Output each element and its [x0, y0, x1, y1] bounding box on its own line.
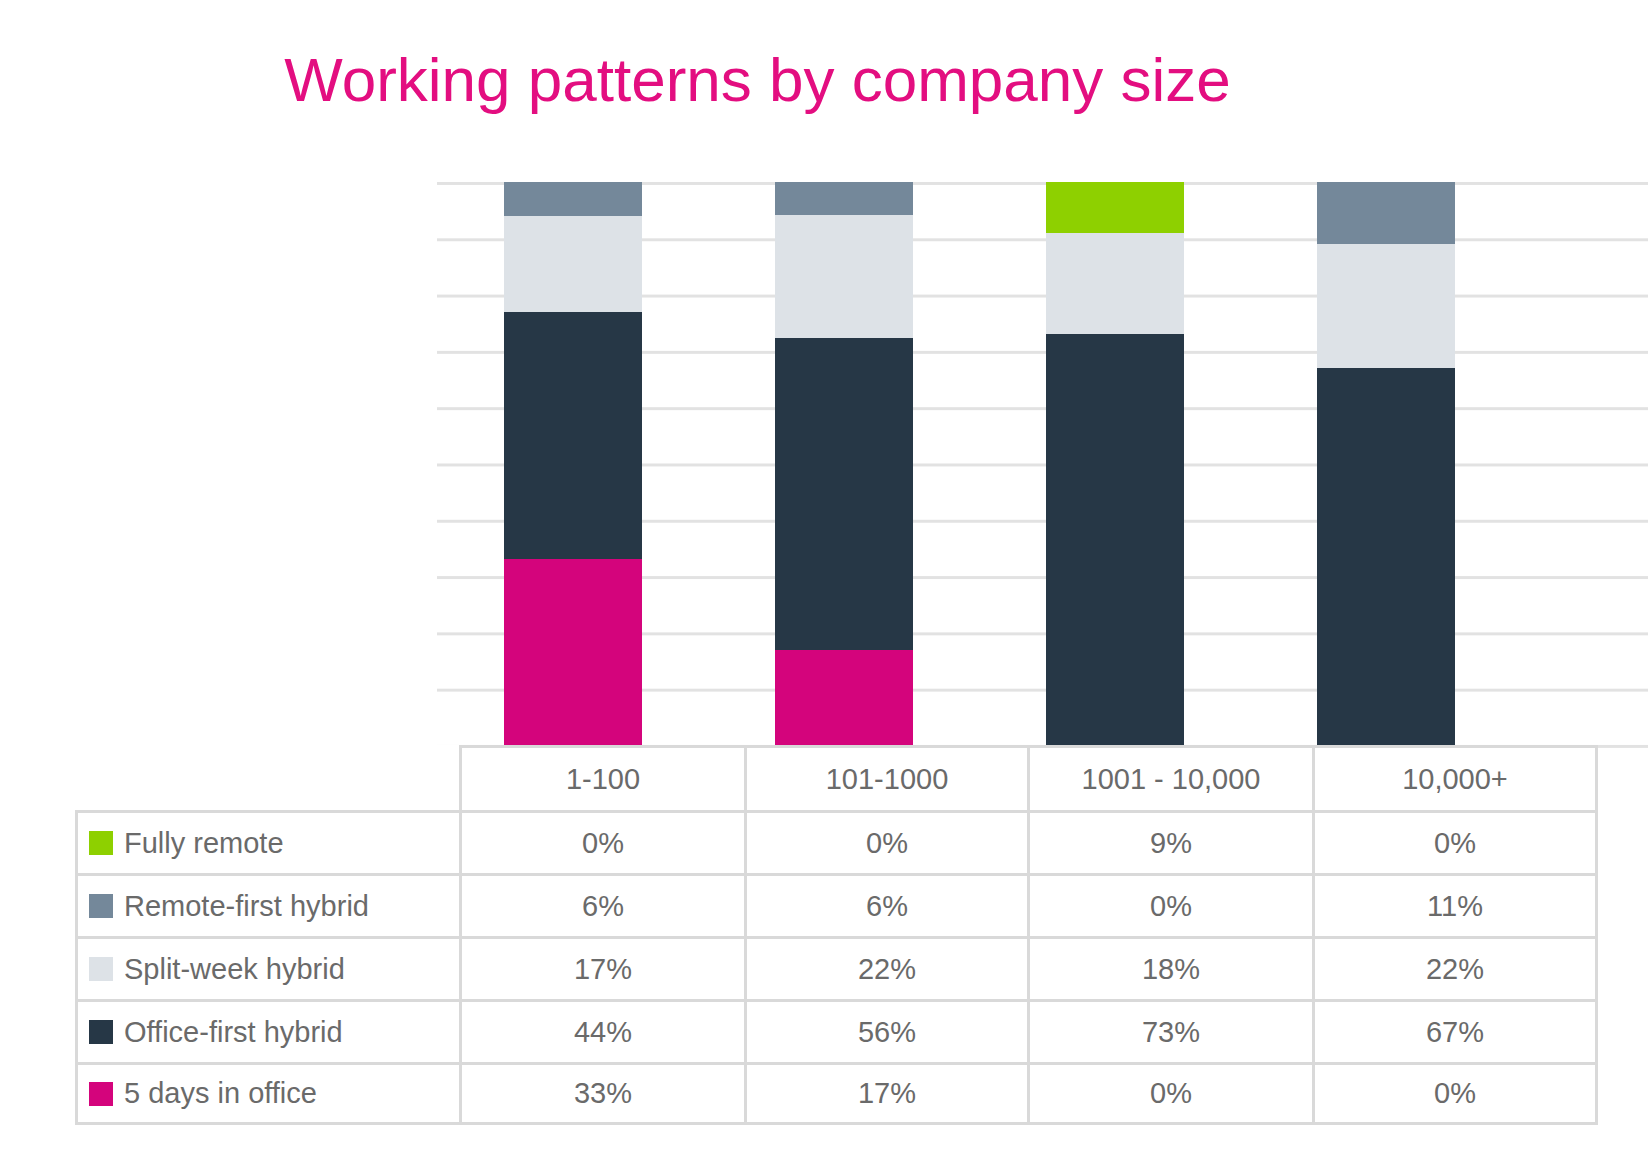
legend-label: Remote-first hybrid — [124, 890, 369, 923]
stacked-bar — [504, 182, 642, 745]
legend-label: Office-first hybrid — [124, 1016, 343, 1049]
table-cell: 9% — [1027, 810, 1312, 873]
stacked-bar — [775, 182, 913, 745]
page-title: Working patterns by company size — [0, 44, 1515, 115]
table-cell: 67% — [1312, 999, 1598, 1062]
table-corner-cell — [75, 745, 459, 810]
table-cell: 0% — [1312, 1062, 1598, 1125]
legend-label: Fully remote — [124, 827, 284, 860]
legend-swatch-remote-first-hybrid — [89, 894, 113, 918]
legend-item-5-days-in-office: 5 days in office — [75, 1062, 459, 1125]
table-cell: 22% — [744, 936, 1027, 999]
bar-slot-101-1000 — [708, 182, 979, 745]
table-cell: 6% — [744, 873, 1027, 936]
legend-swatch-split-week-hybrid — [89, 957, 113, 981]
legend-swatch-5-days-in-office — [89, 1082, 113, 1106]
bar-segment-fully-remote — [1046, 182, 1184, 233]
table-cell: 18% — [1027, 936, 1312, 999]
bar-segment-remote-first-hybrid — [504, 182, 642, 216]
table-cell: 0% — [744, 810, 1027, 873]
bar-slot-1-100 — [437, 182, 708, 745]
table-cell: 56% — [744, 999, 1027, 1062]
column-header: 10,000+ — [1312, 745, 1598, 810]
bar-slot-10000+ — [1250, 182, 1521, 745]
table-cell: 22% — [1312, 936, 1598, 999]
table-cell: 0% — [1312, 810, 1598, 873]
legend-swatch-office-first-hybrid — [89, 1020, 113, 1044]
table-cell: 11% — [1312, 873, 1598, 936]
table-cell: 17% — [459, 936, 744, 999]
bar-segment-5-days-in-office — [504, 559, 642, 745]
table-cell: 0% — [459, 810, 744, 873]
legend-label: Split-week hybrid — [124, 953, 345, 986]
table-cell: 44% — [459, 999, 744, 1062]
bar-segment-split-week-hybrid — [1046, 233, 1184, 334]
bar-segment-5-days-in-office — [775, 650, 913, 745]
legend-swatch-fully-remote — [89, 831, 113, 855]
bar-slot-1001-10000 — [979, 182, 1250, 745]
legend-item-split-week-hybrid: Split-week hybrid — [75, 936, 459, 999]
table-cell: 73% — [1027, 999, 1312, 1062]
table-cell: 33% — [459, 1062, 744, 1125]
bar-segment-office-first-hybrid — [1046, 334, 1184, 745]
bar-segment-office-first-hybrid — [1317, 368, 1455, 745]
bar-segment-split-week-hybrid — [775, 215, 913, 338]
table-cell: 0% — [1027, 873, 1312, 936]
column-header: 101-1000 — [744, 745, 1027, 810]
legend-item-office-first-hybrid: Office-first hybrid — [75, 999, 459, 1062]
column-header: 1-100 — [459, 745, 744, 810]
stacked-bar-chart — [437, 182, 1521, 745]
stacked-bar — [1046, 182, 1184, 745]
table-cell: 0% — [1027, 1062, 1312, 1125]
column-header: 1001 - 10,000 — [1027, 745, 1312, 810]
legend-item-remote-first-hybrid: Remote-first hybrid — [75, 873, 459, 936]
bar-segment-office-first-hybrid — [504, 312, 642, 560]
bar-segment-split-week-hybrid — [1317, 244, 1455, 368]
legend-item-fully-remote: Fully remote — [75, 810, 459, 873]
stacked-bar — [1317, 182, 1455, 745]
bar-segment-office-first-hybrid — [775, 338, 913, 650]
legend-label: 5 days in office — [124, 1077, 317, 1110]
bar-segment-split-week-hybrid — [504, 216, 642, 312]
data-table: 1-100 101-1000 1001 - 10,000 10,000+ Ful… — [75, 745, 1598, 1125]
bar-segment-remote-first-hybrid — [775, 182, 913, 215]
table-cell: 17% — [744, 1062, 1027, 1125]
bar-segment-remote-first-hybrid — [1317, 182, 1455, 244]
table-cell: 6% — [459, 873, 744, 936]
